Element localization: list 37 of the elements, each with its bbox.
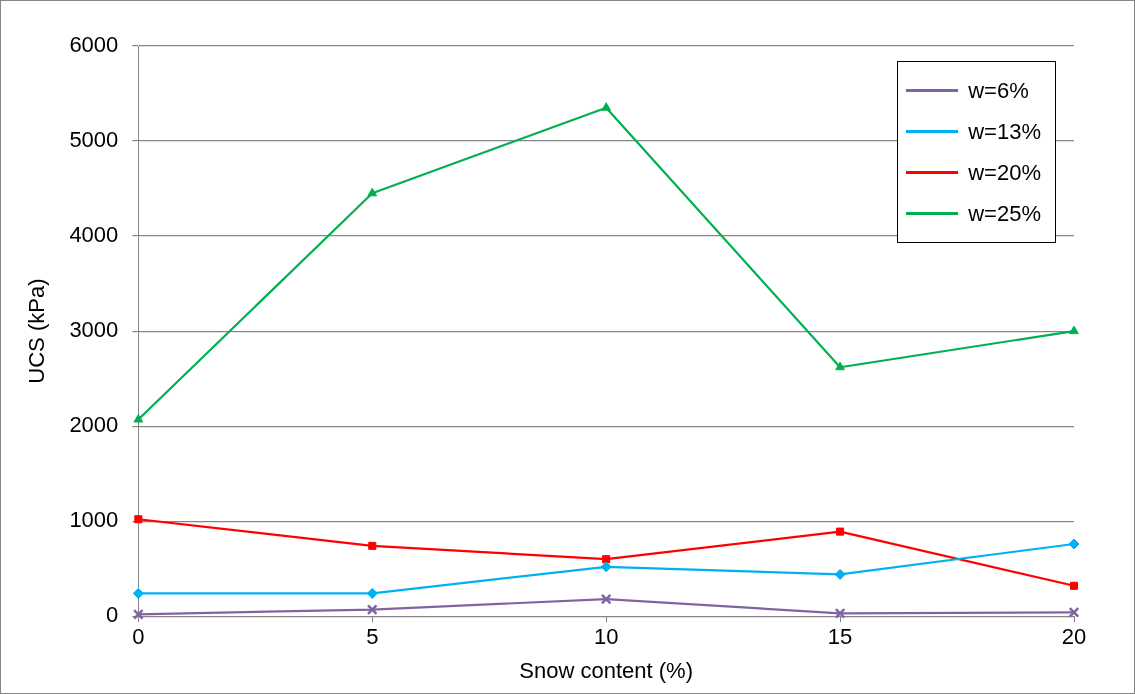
point [132, 587, 144, 599]
y-axis-title: UCS (kPa) [24, 278, 50, 384]
y-tick-label: 5000 [69, 127, 119, 153]
point [1069, 581, 1079, 590]
point [834, 568, 846, 580]
point [368, 541, 377, 550]
point [600, 561, 612, 573]
y-tick-label: 4000 [69, 222, 119, 248]
y-tick-label: 6000 [69, 32, 119, 58]
point [1069, 325, 1079, 335]
legend-label: w=6% [968, 77, 1029, 104]
point [366, 587, 378, 599]
legend-label: w=13% [968, 118, 1041, 145]
point [600, 593, 612, 605]
point [602, 555, 611, 564]
point [1068, 538, 1080, 550]
y-tick-label: 0 [106, 602, 119, 628]
x-tick-label: 10 [593, 624, 619, 650]
x-tick-label: 5 [366, 624, 379, 650]
y-tick-label: 3000 [69, 317, 119, 343]
point [133, 413, 144, 423]
point [132, 608, 144, 620]
point [1068, 606, 1080, 618]
x-tick-label: 0 [132, 624, 145, 650]
point [367, 187, 378, 197]
x-tick-label: 15 [827, 624, 853, 650]
point [366, 604, 378, 616]
y-tick-label: 2000 [69, 412, 119, 438]
legend-label: w=20% [968, 159, 1041, 186]
x-axis-title: Snow content (%) [519, 657, 693, 683]
y-tick-label: 1000 [69, 507, 119, 533]
legend-label: w=25% [968, 200, 1041, 227]
point [835, 361, 845, 371]
point [601, 102, 611, 111]
x-tick-label: 20 [1061, 624, 1087, 650]
point [836, 527, 845, 536]
point [834, 607, 846, 619]
